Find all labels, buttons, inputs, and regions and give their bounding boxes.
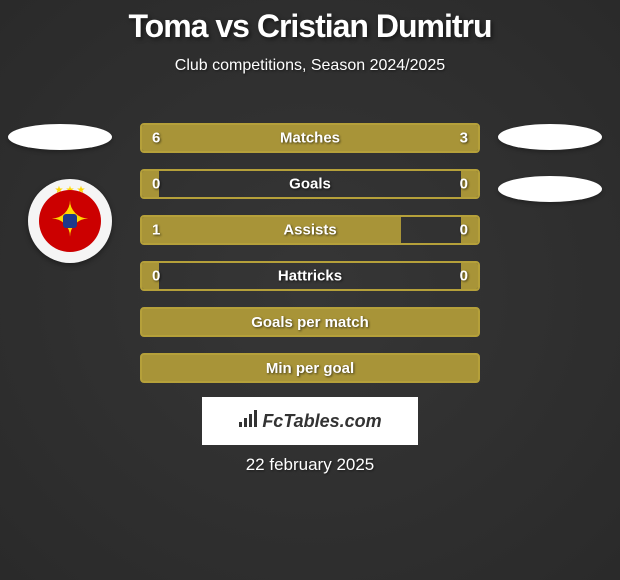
- chart-icon: [238, 410, 258, 433]
- stat-val-right: 0: [460, 268, 468, 285]
- ellipse-left: [8, 124, 112, 150]
- stat-row-matches: 6 Matches 3: [140, 123, 480, 153]
- logo-text: FcTables.com: [262, 411, 381, 432]
- ellipse-right-bottom: [498, 176, 602, 202]
- ellipse-right-top: [498, 124, 602, 150]
- stat-label: Goals: [142, 176, 478, 193]
- stat-row-assists: 1 Assists 0: [140, 215, 480, 245]
- stat-row-mpg: Min per goal: [140, 353, 480, 383]
- stat-row-gpm: Goals per match: [140, 307, 480, 337]
- stat-val-right: 0: [460, 176, 468, 193]
- date-text: 22 february 2025: [0, 455, 620, 475]
- stat-row-hattricks: 0 Hattricks 0: [140, 261, 480, 291]
- badge-inner: ✦: [39, 190, 101, 252]
- stat-label: Goals per match: [251, 314, 369, 331]
- page-title: Toma vs Cristian Dumitru: [0, 0, 620, 45]
- main-container: Toma vs Cristian Dumitru Club competitio…: [0, 0, 620, 580]
- stat-label: Min per goal: [266, 360, 354, 377]
- stat-row-goals: 0 Goals 0: [140, 169, 480, 199]
- badge-center: [63, 214, 77, 228]
- stat-val-right: 3: [460, 130, 468, 147]
- page-subtitle: Club competitions, Season 2024/2025: [0, 57, 620, 75]
- stats-area: 6 Matches 3 0 Goals 0 1 Assists 0 0 Hatt…: [140, 123, 480, 399]
- stat-val-right: 0: [460, 222, 468, 239]
- stat-label: Matches: [142, 130, 478, 147]
- stat-label: Assists: [142, 222, 478, 239]
- logo-box: FcTables.com: [202, 397, 418, 445]
- stat-label: Hattricks: [142, 268, 478, 285]
- team-badge: ★★★ ✦: [28, 179, 112, 263]
